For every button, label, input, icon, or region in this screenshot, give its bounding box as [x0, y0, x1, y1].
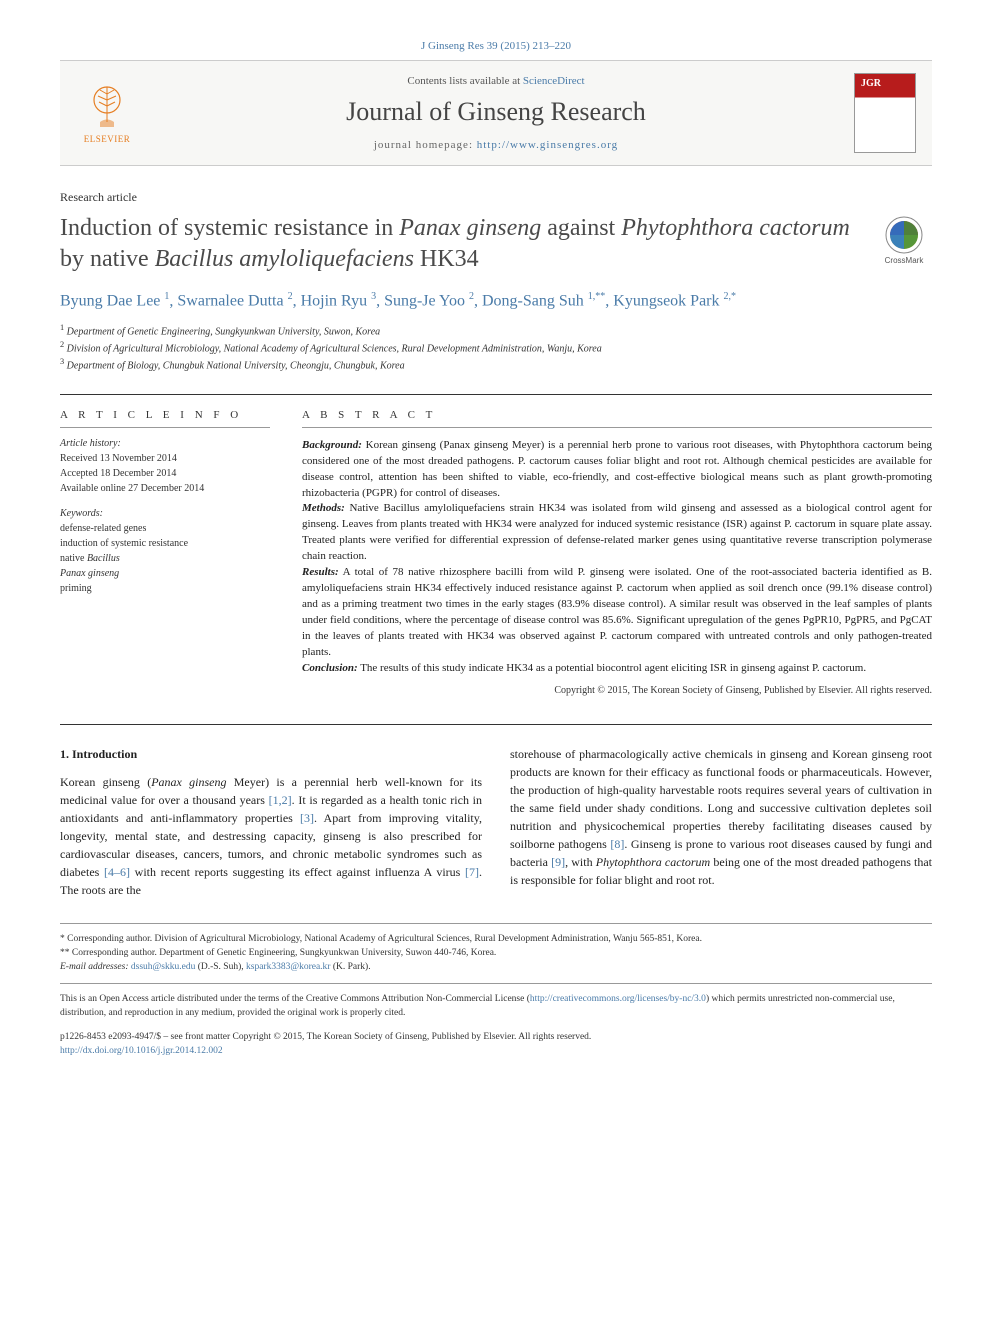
article-info-heading: A R T I C L E I N F O — [60, 409, 270, 428]
abstract-column: A B S T R A C T Background: Korean ginse… — [302, 409, 932, 696]
section-heading: 1. Introduction — [60, 745, 482, 763]
email-name-2: (K. Park). — [330, 962, 370, 972]
authors-line: Byung Dae Lee 1, Swarnalee Dutta 2, Hoji… — [60, 289, 932, 313]
doi-link[interactable]: http://dx.doi.org/10.1016/j.jgr.2014.12.… — [60, 1046, 223, 1056]
section-title: Introduction — [72, 747, 137, 761]
abs-conclusion-text: The results of this study indicate HK34 … — [358, 662, 866, 674]
title-italic-3: Bacillus amyloliquefaciens — [155, 246, 414, 272]
license-link[interactable]: http://creativecommons.org/licenses/by-n… — [530, 994, 706, 1004]
footer-block: * Corresponding author. Division of Agri… — [60, 923, 932, 1059]
body-col-left: 1. Introduction Korean ginseng (Panax gi… — [60, 745, 482, 899]
article-info: A R T I C L E I N F O Article history: R… — [60, 409, 270, 696]
homepage-prefix: journal homepage: — [374, 139, 477, 151]
journal-cover-thumb[interactable] — [854, 73, 916, 153]
abstract-body: Background: Korean ginseng (Panax ginsen… — [302, 438, 932, 677]
info-abstract-row: A R T I C L E I N F O Article history: R… — [60, 394, 932, 696]
title-text-3: by native — [60, 246, 155, 272]
corresponding-1: * Corresponding author. Division of Agri… — [60, 932, 932, 946]
journal-banner: ELSEVIER Contents lists available at Sci… — [60, 60, 932, 166]
abs-methods-text: Native Bacillus amyloliquefaciens strain… — [302, 502, 932, 562]
body-para-1: Korean ginseng (Panax ginseng Meyer) is … — [60, 773, 482, 899]
abs-results-text: A total of 78 native rhizosphere bacilli… — [302, 566, 932, 658]
abs-methods-label: Methods: — [302, 502, 345, 514]
body-col-right: storehouse of pharmacologically active c… — [510, 745, 932, 899]
homepage-link[interactable]: http://www.ginsengres.org — [477, 139, 618, 151]
article-type: Research article — [60, 190, 932, 205]
keywords-label: Keywords: — [60, 508, 270, 519]
abs-conclusion-label: Conclusion: — [302, 662, 358, 674]
history-label: Article history: — [60, 438, 270, 449]
title-text-1: Induction of systemic resistance in — [60, 215, 399, 241]
elsevier-logo[interactable]: ELSEVIER — [76, 78, 138, 148]
email-line: E-mail addresses: dssuh@skku.edu (D.-S. … — [60, 960, 932, 974]
ref-link[interactable]: [1,2] — [269, 793, 292, 807]
journal-name: Journal of Ginseng Research — [154, 97, 838, 127]
issn-line: p1226-8453 e2093-4947/$ – see front matt… — [60, 1030, 932, 1044]
ref-link[interactable]: [9] — [551, 855, 565, 869]
email-name-1: (D.-S. Suh), — [195, 962, 246, 972]
email-link-2[interactable]: kspark3383@korea.kr — [246, 962, 330, 972]
elsevier-label: ELSEVIER — [84, 134, 131, 144]
elsevier-tree-icon — [82, 82, 132, 132]
corresponding-2: ** Corresponding author. Department of G… — [60, 946, 932, 960]
title-text-4: HK34 — [414, 246, 479, 272]
title-italic-1: Panax ginseng — [399, 215, 541, 241]
citation-header: J Ginseng Res 39 (2015) 213–220 — [60, 40, 932, 52]
abs-background-label: Background: — [302, 439, 362, 451]
title-row: Induction of systemic resistance in Pana… — [60, 213, 932, 275]
abs-background-text: Korean ginseng (Panax ginseng Meyer) is … — [302, 439, 932, 499]
affiliations: 1 Department of Genetic Engineering, Sun… — [60, 322, 932, 374]
ref-link[interactable]: [7] — [465, 865, 479, 879]
crossmark-icon[interactable]: CrossMark — [876, 213, 932, 269]
abstract-heading: A B S T R A C T — [302, 409, 932, 428]
abstract-copyright: Copyright © 2015, The Korean Society of … — [302, 685, 932, 696]
ref-link[interactable]: [3] — [300, 811, 314, 825]
section-number: 1. — [60, 747, 69, 761]
abs-results-label: Results: — [302, 566, 339, 578]
title-italic-2: Phytophthora cactorum — [621, 215, 850, 241]
article-title: Induction of systemic resistance in Pana… — [60, 213, 876, 275]
issn-block: p1226-8453 e2093-4947/$ – see front matt… — [60, 1030, 932, 1059]
keywords-text: defense-related genesinduction of system… — [60, 521, 270, 596]
body-para-2: storehouse of pharmacologically active c… — [510, 745, 932, 889]
contents-line: Contents lists available at ScienceDirec… — [154, 75, 838, 87]
history-text: Received 13 November 2014Accepted 18 Dec… — [60, 451, 270, 496]
citation-link[interactable]: J Ginseng Res 39 (2015) 213–220 — [421, 40, 571, 52]
contents-prefix: Contents lists available at — [407, 75, 522, 87]
svg-text:CrossMark: CrossMark — [885, 256, 925, 265]
email-link-1[interactable]: dssuh@skku.edu — [131, 962, 195, 972]
email-label: E-mail addresses: — [60, 962, 129, 972]
body-columns: 1. Introduction Korean ginseng (Panax gi… — [60, 724, 932, 899]
banner-center: Contents lists available at ScienceDirec… — [154, 75, 838, 151]
ref-link[interactable]: [8] — [610, 837, 624, 851]
license-block: This is an Open Access article distribut… — [60, 983, 932, 1021]
sciencedirect-link[interactable]: ScienceDirect — [523, 75, 585, 87]
title-text-2: against — [541, 215, 621, 241]
ref-link[interactable]: [4–6] — [104, 865, 130, 879]
homepage-line: journal homepage: http://www.ginsengres.… — [154, 139, 838, 151]
